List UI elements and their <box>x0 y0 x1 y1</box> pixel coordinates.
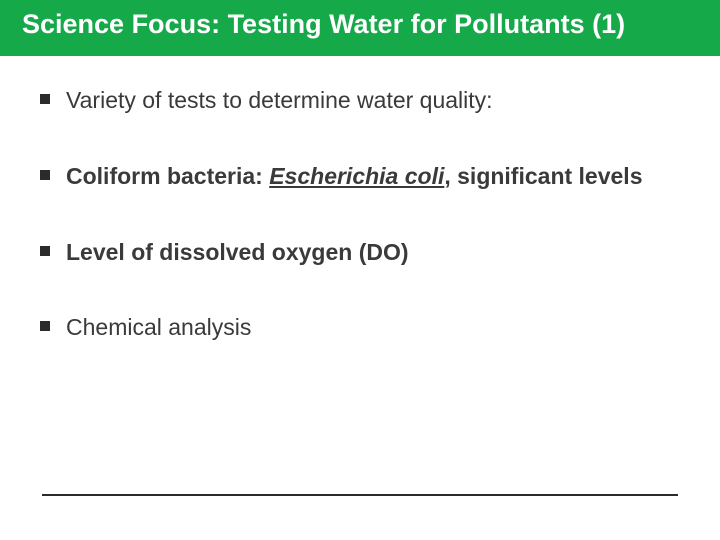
bullet-text: Coliform bacteria: Escherichia coli, sig… <box>66 162 680 192</box>
square-bullet-icon <box>40 170 50 180</box>
text-segment: Variety of tests to determine water qual… <box>66 87 493 113</box>
bullet-text: Level of dissolved oxygen (DO) <box>66 238 680 268</box>
italic-segment: Escherichia coli <box>269 163 444 189</box>
text-segment: Chemical analysis <box>66 314 251 340</box>
text-segment: Coliform bacteria: <box>66 163 269 189</box>
bullet-text: Chemical analysis <box>66 313 680 343</box>
text-segment: Level of dissolved oxygen (DO) <box>66 239 409 265</box>
bullet-text: Variety of tests to determine water qual… <box>66 86 680 116</box>
bullet-item: Chemical analysis <box>40 313 680 343</box>
slide-content: Variety of tests to determine water qual… <box>0 56 720 344</box>
bullet-item: Coliform bacteria: Escherichia coli, sig… <box>40 162 680 192</box>
square-bullet-icon <box>40 246 50 256</box>
square-bullet-icon <box>40 321 50 331</box>
bullet-item: Level of dissolved oxygen (DO) <box>40 238 680 268</box>
text-segment: , significant levels <box>444 163 642 189</box>
square-bullet-icon <box>40 94 50 104</box>
bullet-item: Variety of tests to determine water qual… <box>40 86 680 116</box>
slide-title: Science Focus: Testing Water for Polluta… <box>22 8 698 42</box>
slide-header: Science Focus: Testing Water for Polluta… <box>0 0 720 56</box>
footer-divider <box>42 494 678 496</box>
